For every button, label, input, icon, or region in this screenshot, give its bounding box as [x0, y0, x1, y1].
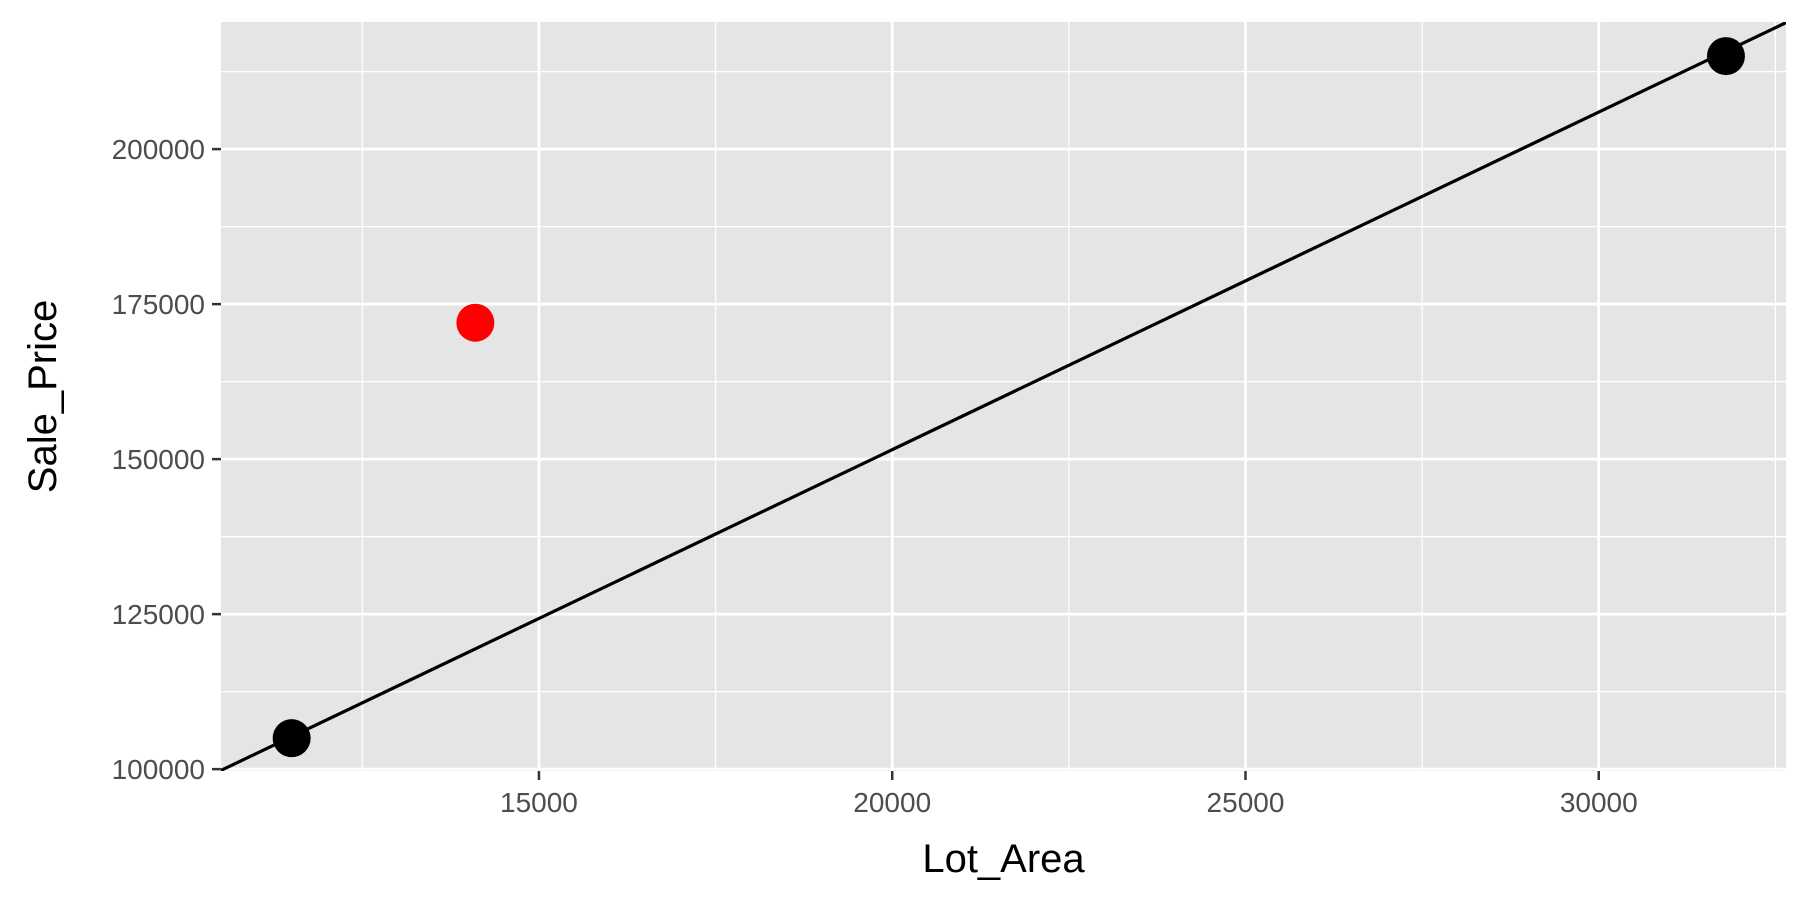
minor-gridlines — [221, 22, 1786, 771]
x-axis: 15000 20000 25000 30000 — [500, 771, 1638, 818]
y-axis: 100000 125000 150000 175000 200000 — [112, 134, 221, 785]
y-tick-label: 175000 — [112, 289, 205, 320]
major-gridlines — [221, 22, 1786, 771]
x-tick-label: 25000 — [1207, 787, 1285, 818]
y-tick-label: 200000 — [112, 134, 205, 165]
y-tick-label: 100000 — [112, 754, 205, 785]
x-axis-title: Lot_Area — [922, 837, 1085, 881]
y-tick-label: 125000 — [112, 599, 205, 630]
y-tick-label: 150000 — [112, 444, 205, 475]
fit-line-layer — [221, 22, 1786, 771]
points-layer — [272, 37, 1745, 758]
data-point-3 — [1706, 37, 1745, 76]
fit-line — [221, 22, 1786, 771]
data-point-2 — [456, 303, 495, 342]
y-axis-title: Sale_Price — [21, 300, 65, 493]
x-tick-label: 30000 — [1560, 787, 1638, 818]
x-tick-label: 20000 — [853, 787, 931, 818]
data-point-1 — [272, 719, 311, 758]
x-tick-label: 15000 — [500, 787, 578, 818]
